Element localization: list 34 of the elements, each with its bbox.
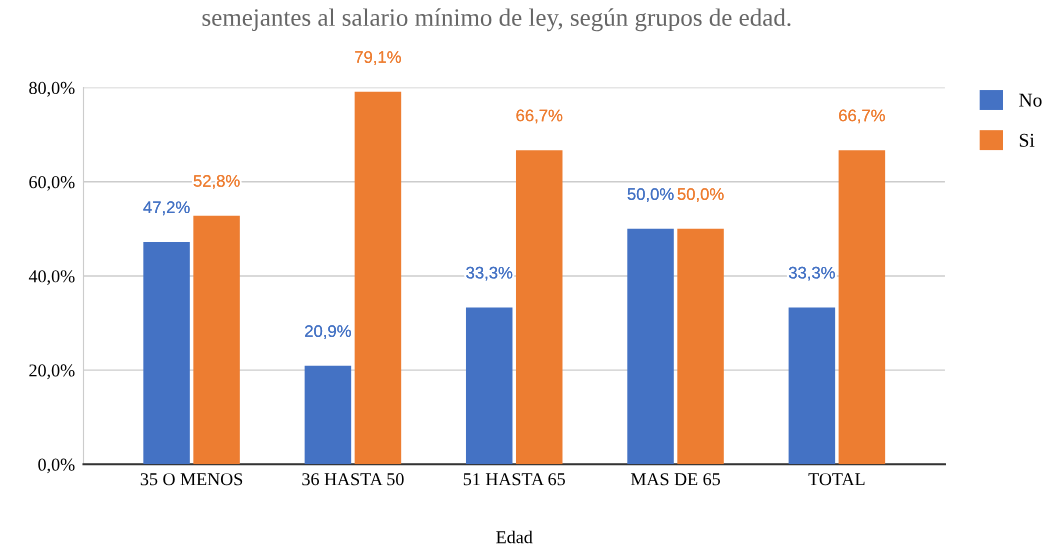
x-tick-label: TOTAL <box>808 473 865 486</box>
bar <box>354 91 402 465</box>
x-tick-label: 35 O MENOS <box>140 473 243 486</box>
data-label: 52,8% <box>193 175 240 189</box>
bar <box>627 228 674 465</box>
x-tick-label: 36 HASTA 50 <box>302 473 404 486</box>
x-tick-label: MAS DE 65 <box>630 473 720 486</box>
y-tick-label: 0,0% <box>38 458 75 474</box>
data-label: 79,1% <box>355 51 401 65</box>
data-label: 66,7% <box>516 109 563 124</box>
x-axis-title: Edad <box>496 530 533 544</box>
y-tick-label: 20,0% <box>29 364 75 380</box>
bar <box>788 307 836 465</box>
legend-label: No <box>1019 93 1042 107</box>
x-tick-label: 51 HASTA 65 <box>463 473 565 486</box>
data-label: 66,7% <box>839 109 885 124</box>
bar <box>143 242 190 465</box>
data-label: 33,3% <box>788 266 835 281</box>
bar <box>304 365 352 465</box>
data-label: 47,2% <box>143 201 190 216</box>
bar <box>515 150 563 465</box>
legend-label: Si <box>1019 133 1035 147</box>
y-tick-label: 80,0% <box>29 81 75 97</box>
data-label: 20,9% <box>305 325 351 339</box>
y-tick-label: 60,0% <box>29 176 75 191</box>
bar <box>677 228 724 465</box>
data-label: 50,0% <box>677 188 724 202</box>
bar <box>193 215 240 465</box>
data-label: 33,3% <box>466 266 513 281</box>
bar <box>838 150 886 465</box>
chart-title: semejantes al salario mínimo de ley, según grupos de edad. <box>202 8 791 32</box>
bar <box>465 307 513 465</box>
data-label: 50,0% <box>627 188 674 202</box>
y-tick-label: 40,0% <box>28 270 75 285</box>
